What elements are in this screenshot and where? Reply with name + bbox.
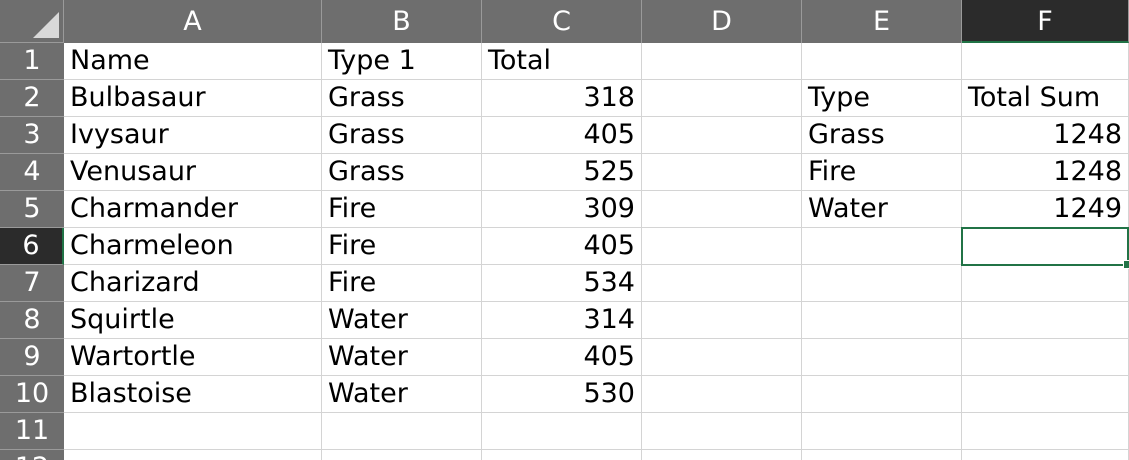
column-header-a[interactable]: A	[64, 0, 322, 43]
cell-c5[interactable]: 309	[482, 191, 642, 228]
cell-a12[interactable]	[64, 450, 322, 460]
cell-d5[interactable]	[642, 191, 802, 228]
column-header-b[interactable]: B	[322, 0, 482, 43]
cell-e10[interactable]	[802, 376, 962, 413]
row-header-9[interactable]: 9	[0, 339, 64, 376]
cell-e6[interactable]	[802, 228, 962, 265]
row-header-3[interactable]: 3	[0, 117, 64, 154]
cell-f10[interactable]	[962, 376, 1129, 413]
cell-e8[interactable]	[802, 302, 962, 339]
cell-a11[interactable]	[64, 413, 322, 450]
cell-d7[interactable]	[642, 265, 802, 302]
row-header-6[interactable]: 6	[0, 228, 64, 265]
cell-d10[interactable]	[642, 376, 802, 413]
cell-c11[interactable]	[482, 413, 642, 450]
cell-b9[interactable]: Water	[322, 339, 482, 376]
fill-handle[interactable]	[1123, 260, 1129, 269]
cell-c9[interactable]: 405	[482, 339, 642, 376]
cell-b2[interactable]: Grass	[322, 80, 482, 117]
cell-e12[interactable]	[802, 450, 962, 460]
cell-f8[interactable]	[962, 302, 1129, 339]
cell-c12[interactable]	[482, 450, 642, 460]
column-header-e[interactable]: E	[802, 0, 962, 43]
cell-c7[interactable]: 534	[482, 265, 642, 302]
cell-b5[interactable]: Fire	[322, 191, 482, 228]
cell-f11[interactable]	[962, 413, 1129, 450]
column-header-d[interactable]: D	[642, 0, 802, 43]
row-header-4[interactable]: 4	[0, 154, 64, 191]
cell-a2[interactable]: Bulbasaur	[64, 80, 322, 117]
cell-d11[interactable]	[642, 413, 802, 450]
cell-f4[interactable]: 1248	[962, 154, 1129, 191]
cell-e5[interactable]: Water	[802, 191, 962, 228]
cell-a1[interactable]: Name	[64, 43, 322, 80]
cell-f6[interactable]	[962, 228, 1129, 265]
cell-c8[interactable]: 314	[482, 302, 642, 339]
cell-c6[interactable]: 405	[482, 228, 642, 265]
cell-f7[interactable]	[962, 265, 1129, 302]
cell-d9[interactable]	[642, 339, 802, 376]
column-header-f[interactable]: F	[962, 0, 1129, 43]
cell-e11[interactable]	[802, 413, 962, 450]
cell-b8[interactable]: Water	[322, 302, 482, 339]
cell-c2[interactable]: 318	[482, 80, 642, 117]
cell-a9[interactable]: Wartortle	[64, 339, 322, 376]
cell-b4[interactable]: Grass	[322, 154, 482, 191]
cell-b11[interactable]	[322, 413, 482, 450]
cell-e4[interactable]: Fire	[802, 154, 962, 191]
cell-e9[interactable]	[802, 339, 962, 376]
cell-b6[interactable]: Fire	[322, 228, 482, 265]
cell-d4[interactable]	[642, 154, 802, 191]
cell-e2[interactable]: Type	[802, 80, 962, 117]
cell-b1[interactable]: Type 1	[322, 43, 482, 80]
cell-e3[interactable]: Grass	[802, 117, 962, 154]
cell-e7[interactable]	[802, 265, 962, 302]
cell-f9[interactable]	[962, 339, 1129, 376]
cell-a3[interactable]: Ivysaur	[64, 117, 322, 154]
cell-d3[interactable]	[642, 117, 802, 154]
row-header-11[interactable]: 11	[0, 413, 64, 450]
cell-c4[interactable]: 525	[482, 154, 642, 191]
row-header-12[interactable]: 12	[0, 450, 64, 460]
cell-f5[interactable]: 1249	[962, 191, 1129, 228]
cell-d12[interactable]	[642, 450, 802, 460]
cell-a6[interactable]: Charmeleon	[64, 228, 322, 265]
cell-f2[interactable]: Total Sum	[962, 80, 1129, 117]
cell-f3[interactable]: 1248	[962, 117, 1129, 154]
row-header-7[interactable]: 7	[0, 265, 64, 302]
cell-b3[interactable]: Grass	[322, 117, 482, 154]
select-all-button[interactable]	[0, 0, 64, 43]
cell-d2[interactable]	[642, 80, 802, 117]
cell-c3[interactable]: 405	[482, 117, 642, 154]
cell-d6[interactable]	[642, 228, 802, 265]
cell-c10[interactable]: 530	[482, 376, 642, 413]
cell-a8[interactable]: Squirtle	[64, 302, 322, 339]
cell-a4[interactable]: Venusaur	[64, 154, 322, 191]
column-header-c[interactable]: C	[482, 0, 642, 43]
cell-a10[interactable]: Blastoise	[64, 376, 322, 413]
cell-e1[interactable]	[802, 43, 962, 80]
row-header-1[interactable]: 1	[0, 43, 64, 80]
cell-f1[interactable]	[962, 43, 1129, 80]
cell-f12[interactable]	[962, 450, 1129, 460]
cell-a7[interactable]: Charizard	[64, 265, 322, 302]
row-header-10[interactable]: 10	[0, 376, 64, 413]
cell-d8[interactable]	[642, 302, 802, 339]
row-header-5[interactable]: 5	[0, 191, 64, 228]
cell-b10[interactable]: Water	[322, 376, 482, 413]
row-header-2[interactable]: 2	[0, 80, 64, 117]
cell-b12[interactable]	[322, 450, 482, 460]
cell-c1[interactable]: Total	[482, 43, 642, 80]
cell-b7[interactable]: Fire	[322, 265, 482, 302]
cell-a5[interactable]: Charmander	[64, 191, 322, 228]
select-all-triangle-icon	[33, 12, 59, 38]
cell-d1[interactable]	[642, 43, 802, 80]
row-header-8[interactable]: 8	[0, 302, 64, 339]
